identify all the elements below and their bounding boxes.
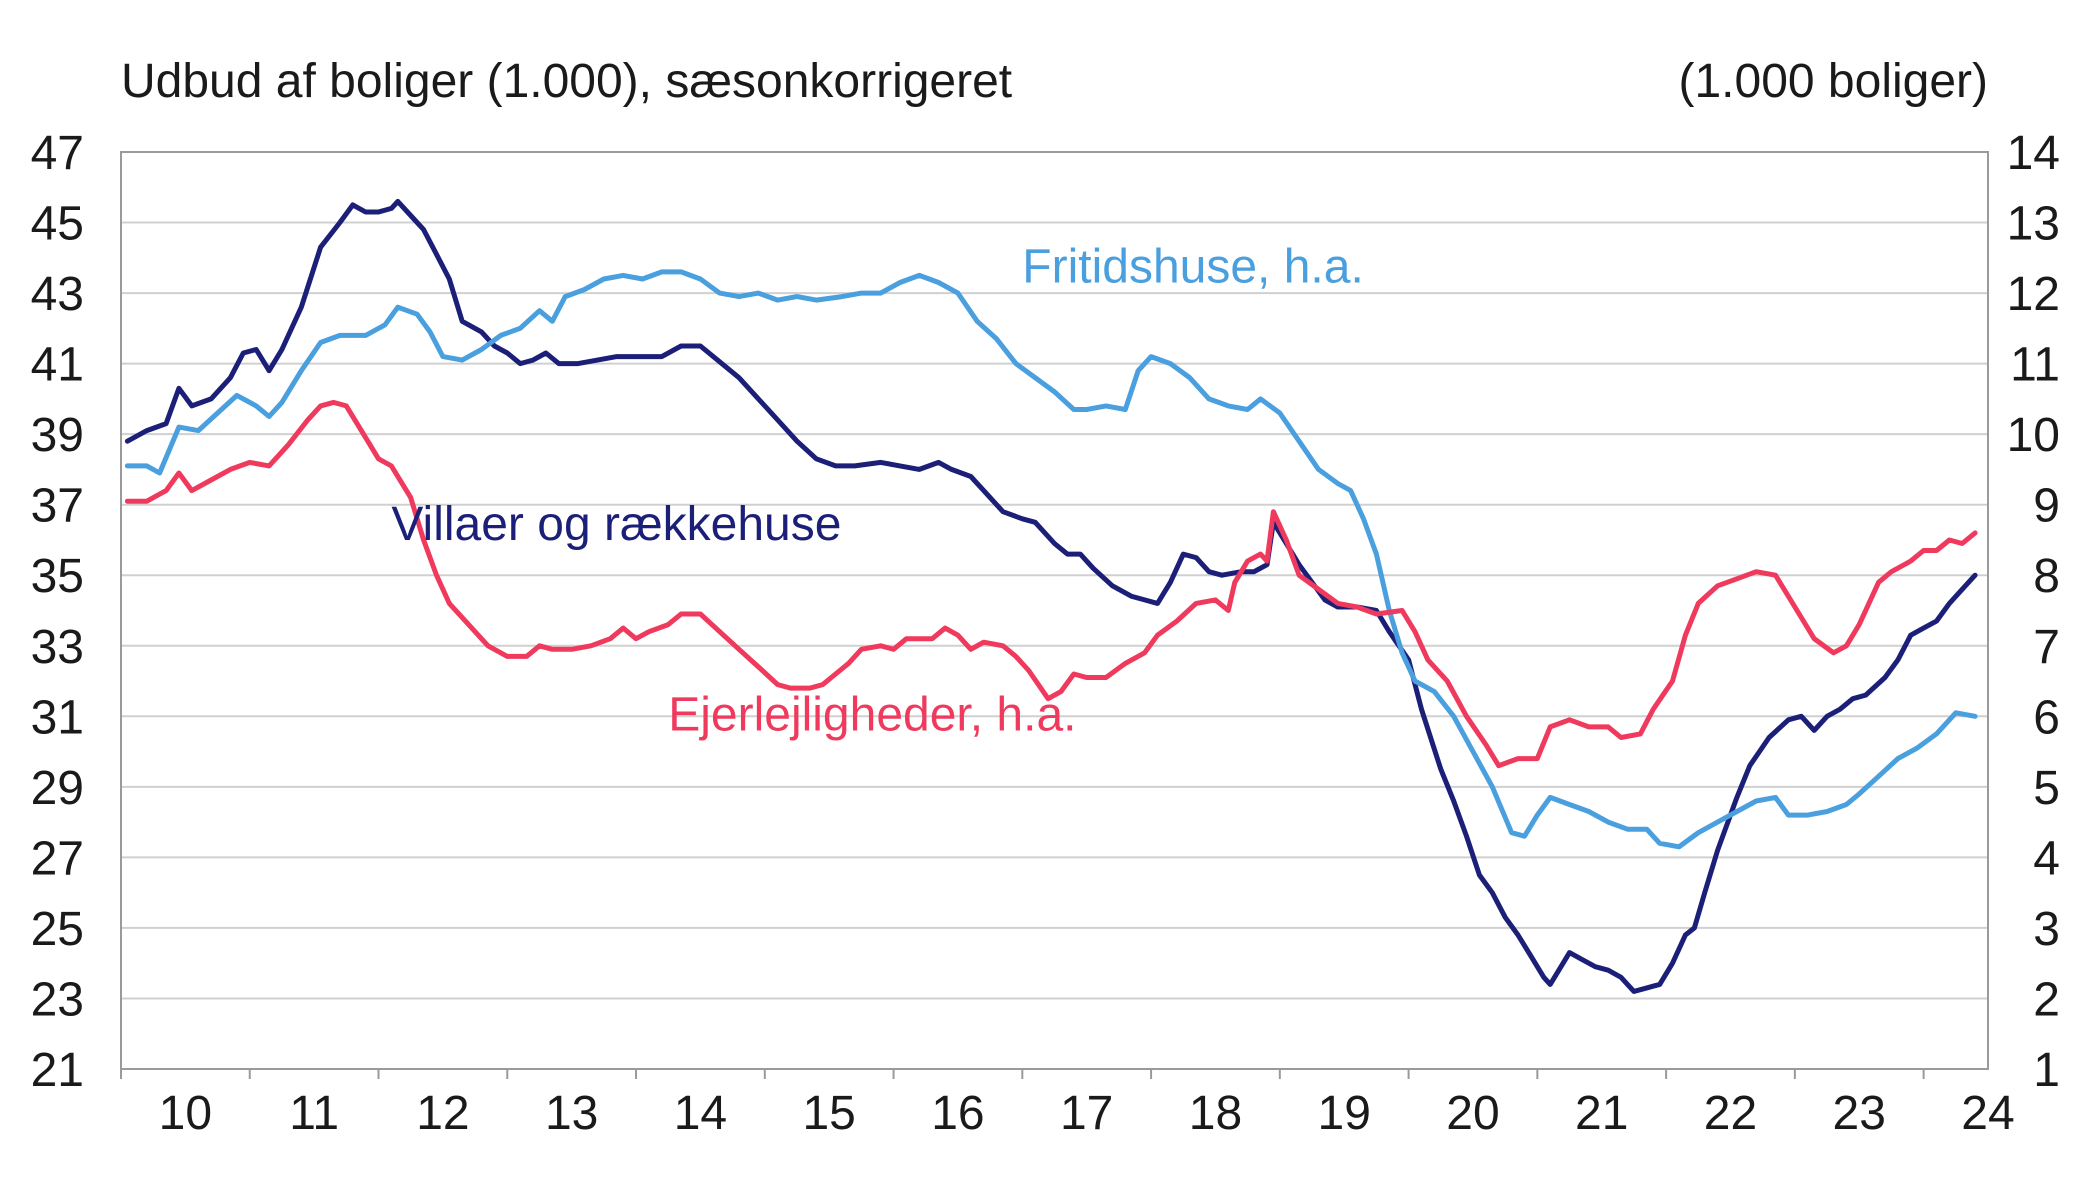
series-label: Ejerlejligheder, h.a. — [668, 688, 1076, 741]
right-axis-tick-label: 9 — [2033, 480, 2060, 533]
x-axis-tick-label: 20 — [1446, 1087, 1499, 1140]
left-axis-tick-labels: 47 45 43 41 39 37 35 33 31 29 27 25 23 21 — [31, 127, 84, 1097]
right-axis-tick-label: 8 — [2033, 550, 2060, 603]
x-axis-tick-label: 23 — [1833, 1087, 1886, 1140]
series-line — [124, 269, 1978, 850]
right-axis-tick-label: 3 — [2033, 903, 2060, 956]
left-axis-tick-label: 39 — [31, 409, 84, 462]
right-axis-tick-labels: 14 13 12 11 10 9 8 7 6 5 4 3 2 1 — [2007, 127, 2060, 1097]
right-axis-tick-label: 5 — [2033, 762, 2060, 815]
left-axis-tick-label: 27 — [31, 832, 84, 885]
left-axis-tick-label: 43 — [31, 268, 84, 321]
left-axis-tick-label: 23 — [31, 973, 84, 1026]
right-axis-tick-label: 10 — [2007, 409, 2060, 462]
left-axis-tick-label: 29 — [31, 762, 84, 815]
x-axis-tick-label: 16 — [931, 1087, 984, 1140]
right-axis-tick-label: 1 — [2033, 1044, 2060, 1097]
x-axis-tick-label: 21 — [1575, 1087, 1628, 1140]
right-axis-tick-label: 7 — [2033, 621, 2060, 674]
left-axis-tick-label: 37 — [31, 480, 84, 533]
x-axis-tick-label: 17 — [1060, 1087, 1113, 1140]
series-line — [124, 399, 1978, 769]
axes — [120, 151, 1989, 1079]
left-axis-tick-label: 25 — [31, 903, 84, 956]
series-label: Villaer og rækkehuse — [391, 498, 841, 551]
x-axis-tick-label: 24 — [1961, 1087, 2014, 1140]
chart-title-left: Udbud af boliger (1.000), sæsonkorrigere… — [121, 55, 1012, 108]
right-axis-tick-label: 4 — [2033, 832, 2060, 885]
right-axis-tick-label: 11 — [2010, 339, 2060, 392]
x-axis-tick-label: 11 — [289, 1087, 339, 1140]
left-axis-tick-label: 47 — [31, 127, 84, 180]
series-lines — [124, 198, 1978, 994]
x-axis-tick-label: 10 — [159, 1087, 212, 1140]
right-axis-tick-label: 12 — [2007, 268, 2060, 321]
right-axis-tick-label: 14 — [2007, 127, 2060, 180]
series-label: Fritidshuse, h.a. — [1022, 240, 1363, 293]
right-axis-tick-label: 6 — [2033, 691, 2060, 744]
series-line — [124, 198, 1978, 994]
x-axis-tick-label: 15 — [802, 1087, 855, 1140]
x-axis-tick-label: 13 — [545, 1087, 598, 1140]
left-axis-tick-label: 33 — [31, 621, 84, 674]
left-axis-tick-label: 41 — [31, 339, 84, 392]
chart-title-right: (1.000 boliger) — [1678, 55, 1988, 108]
x-axis-tick-label: 19 — [1318, 1087, 1371, 1140]
x-axis-tick-label: 12 — [416, 1087, 469, 1140]
right-axis-tick-label: 2 — [2033, 973, 2060, 1026]
x-axis-tick-label: 14 — [674, 1087, 727, 1140]
left-axis-tick-label: 45 — [31, 198, 84, 251]
x-axis-tick-label: 22 — [1704, 1087, 1757, 1140]
left-axis-tick-label: 21 — [31, 1044, 84, 1097]
left-axis-tick-label: 35 — [31, 550, 84, 603]
right-axis-tick-label: 13 — [2007, 198, 2060, 251]
series-labels: Villaer og rækkehuse Fritidshuse, h.a. Eje… — [391, 240, 1363, 741]
x-axis-tick-labels: 10 11 12 13 14 15 16 17 18 19 20 21 22 23 24 — [159, 1087, 2015, 1140]
plot-frame — [120, 151, 1989, 1070]
left-axis-tick-label: 31 — [31, 691, 84, 744]
gridlines — [121, 221, 1988, 1000]
x-axis-tick-label: 18 — [1189, 1087, 1242, 1140]
